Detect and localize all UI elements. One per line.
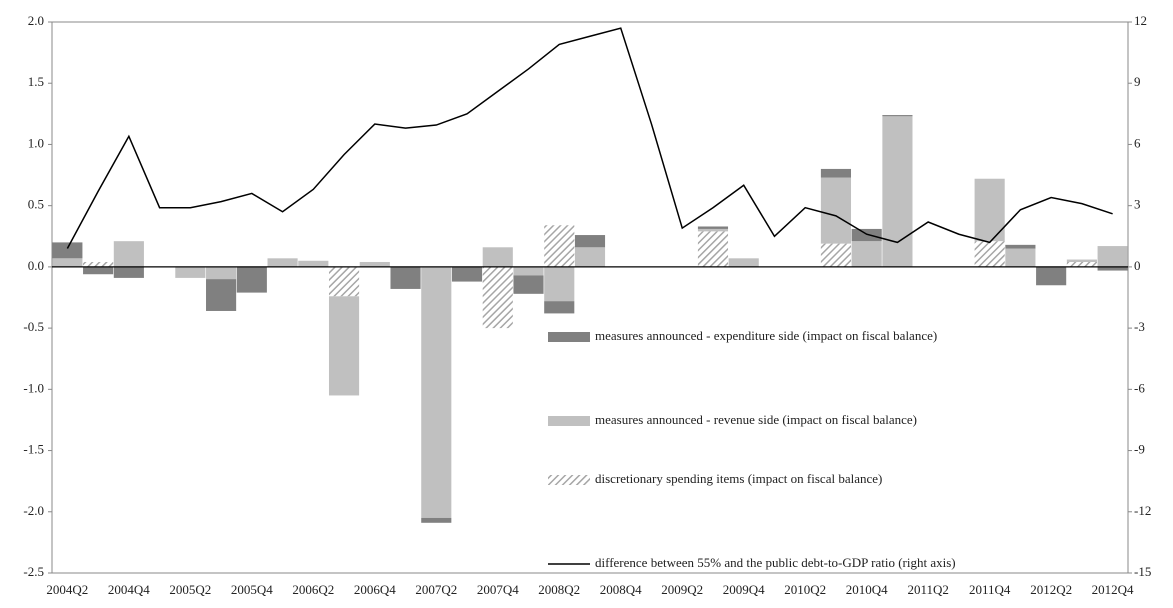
bar-segment (206, 266, 237, 280)
y2-tick-label: 0 (1134, 258, 1141, 273)
bar-segment (882, 116, 913, 267)
bar-segment (1066, 261, 1097, 267)
x-tick-label: 2008Q4 (600, 582, 642, 597)
bar-segment (851, 228, 882, 242)
bar-segment (206, 279, 237, 311)
y2-tick-label: 3 (1134, 197, 1141, 212)
bar-segment (83, 261, 114, 267)
legend-label: measures announced - expenditure side (i… (595, 328, 937, 343)
bar-segment (328, 266, 360, 297)
bar-segment (83, 266, 114, 275)
plot-frame (51, 21, 1129, 574)
x-tick-label: 2010Q4 (846, 582, 888, 597)
y2-tick-label: -6 (1134, 380, 1145, 395)
bar-segment (1005, 244, 1036, 249)
bar-segment (359, 261, 390, 267)
bar-segment (851, 241, 882, 267)
bar-segment (113, 266, 144, 278)
bar-segment (820, 177, 852, 244)
y-tick-label: -0.5 (23, 319, 44, 334)
bar-segment (1097, 266, 1128, 271)
y-tick-label: -2.5 (23, 564, 44, 579)
x-tick-label: 2008Q2 (538, 582, 580, 597)
x-tick-label: 2010Q2 (784, 582, 826, 597)
y-tick-label: -2.0 (23, 503, 44, 518)
y2-tick-label: -12 (1134, 503, 1151, 518)
x-tick-label: 2004Q2 (46, 582, 88, 597)
x-tick-label: 2009Q2 (661, 582, 703, 597)
x-tick-label: 2011Q2 (907, 582, 948, 597)
x-tick-label: 2007Q4 (477, 582, 519, 597)
legend-label: measures announced - revenue side (impac… (595, 412, 917, 427)
x-tick-label: 2005Q4 (231, 582, 273, 597)
bar-segment (267, 258, 298, 267)
y-tick-label: 2.0 (28, 13, 44, 28)
bar-segment (52, 242, 83, 259)
bar-segment (697, 231, 729, 267)
bar-segment (1097, 246, 1128, 267)
x-tick-label: 2012Q4 (1092, 582, 1134, 597)
x-tick-label: 2004Q4 (108, 582, 150, 597)
legend-swatch (548, 332, 590, 342)
y-tick-label: 0.5 (28, 197, 44, 212)
bar-segment (175, 266, 206, 278)
bar-segment (1036, 266, 1067, 286)
bar-segment (113, 241, 144, 267)
bar-segment (1066, 259, 1097, 262)
y-tick-label: 1.5 (28, 74, 44, 89)
bar-segment (728, 258, 759, 267)
bar-segment (820, 168, 852, 178)
line-series (66, 27, 1113, 249)
x-tick-label: 2009Q4 (723, 582, 765, 597)
bar-segment (574, 247, 606, 267)
y2-tick-label: 9 (1134, 74, 1141, 89)
bar-segment (820, 243, 852, 267)
y-tick-label: -1.0 (23, 380, 44, 395)
bar-segment (390, 266, 421, 289)
bar-segment (513, 266, 544, 276)
y-tick-label: -1.5 (23, 442, 44, 457)
x-tick-label: 2007Q2 (415, 582, 457, 597)
bar-segment (298, 260, 329, 267)
legend-swatch (548, 416, 590, 426)
x-tick-label: 2012Q2 (1030, 582, 1072, 597)
bar-segment (544, 301, 575, 314)
bar-segment (697, 228, 729, 232)
bar-segment (421, 266, 452, 518)
legend-swatch (548, 475, 590, 485)
bar-segment (482, 266, 513, 329)
x-tick-label: 2011Q4 (969, 582, 1011, 597)
bar-segment (451, 266, 483, 282)
bar-segment (1005, 248, 1036, 267)
bar-segment (421, 517, 452, 523)
bar-segment (544, 225, 575, 267)
bar-segment (513, 275, 544, 294)
y2-tick-label: -9 (1134, 442, 1145, 457)
y2-tick-label: 12 (1134, 13, 1147, 28)
bar-segment (697, 226, 729, 229)
legend-label: discretionary spending items (impact on … (595, 471, 882, 486)
y2-tick-label: -3 (1134, 319, 1145, 334)
x-tick-label: 2006Q4 (354, 582, 396, 597)
y2-tick-label: -15 (1134, 564, 1151, 579)
legend-label: difference between 55% and the public de… (595, 555, 956, 570)
bar-segment (236, 266, 267, 293)
bar-segment (974, 241, 1005, 267)
y-tick-label: 0.0 (28, 258, 44, 273)
bar-segment (482, 247, 513, 267)
bar-segment (544, 266, 575, 302)
bar-segment (52, 258, 83, 267)
bar-segment (574, 235, 606, 248)
y2-tick-label: 6 (1134, 135, 1141, 150)
bar-segment (882, 115, 913, 117)
x-tick-label: 2006Q2 (292, 582, 334, 597)
bar-segment (328, 296, 360, 396)
x-tick-label: 2005Q2 (169, 582, 211, 597)
y-tick-label: 1.0 (28, 135, 44, 150)
